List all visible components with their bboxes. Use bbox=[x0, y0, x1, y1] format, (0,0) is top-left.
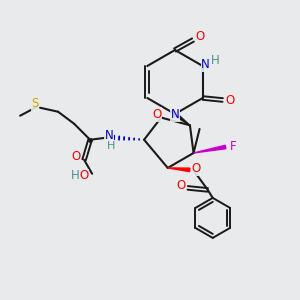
Text: N: N bbox=[171, 109, 179, 122]
Text: N: N bbox=[105, 129, 113, 142]
Text: O: O bbox=[80, 169, 89, 182]
Text: H: H bbox=[107, 141, 115, 151]
Text: O: O bbox=[152, 108, 162, 121]
Text: O: O bbox=[225, 94, 234, 106]
Text: H: H bbox=[71, 169, 80, 182]
Text: N: N bbox=[201, 58, 210, 71]
Text: H: H bbox=[211, 53, 220, 67]
Polygon shape bbox=[174, 112, 190, 125]
Polygon shape bbox=[168, 168, 190, 172]
Text: F: F bbox=[230, 140, 237, 154]
Text: O: O bbox=[176, 179, 185, 192]
Text: O: O bbox=[195, 31, 205, 44]
Polygon shape bbox=[194, 145, 226, 153]
Text: O: O bbox=[71, 150, 81, 163]
Text: O: O bbox=[191, 162, 200, 176]
Text: S: S bbox=[32, 97, 39, 110]
